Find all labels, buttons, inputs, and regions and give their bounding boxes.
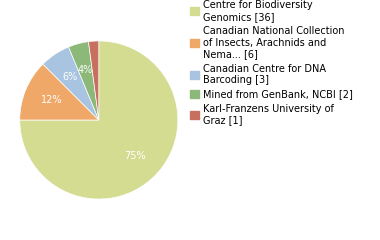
Text: 4%: 4% bbox=[78, 65, 93, 75]
Wedge shape bbox=[68, 42, 99, 120]
Wedge shape bbox=[20, 64, 99, 120]
Legend: Centre for Biodiversity
Genomics [36], Canadian National Collection
of Insects, : Centre for Biodiversity Genomics [36], C… bbox=[190, 0, 353, 126]
Text: 75%: 75% bbox=[124, 151, 146, 161]
Wedge shape bbox=[89, 41, 99, 120]
Wedge shape bbox=[20, 41, 178, 199]
Text: 6%: 6% bbox=[63, 72, 78, 82]
Wedge shape bbox=[43, 47, 99, 120]
Text: 12%: 12% bbox=[41, 95, 62, 105]
